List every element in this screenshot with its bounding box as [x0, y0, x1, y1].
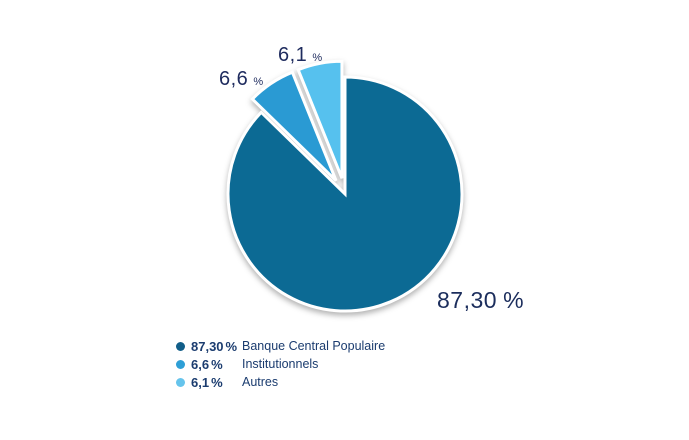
pie-callout-unit: % [312, 52, 323, 64]
legend-item-autres: 6,1% Autres [176, 375, 385, 390]
legend-value: 6,6% [191, 357, 242, 372]
legend-value-number: 6,6 [191, 356, 210, 372]
legend-value-number: 87,30 [191, 338, 224, 354]
legend-label: Banque Central Populaire [242, 339, 386, 353]
pie-slice-autres [296, 59, 344, 179]
legend-value-number: 6,1 [191, 374, 210, 390]
pie-slice-banque-central-populaire [226, 75, 464, 313]
legend-item-banque-central-populaire: 87,30% Banque Central Populaire [176, 339, 386, 354]
legend-label: Autres [242, 375, 279, 389]
pie-slice-institutionnels [250, 70, 338, 182]
legend-value: 87,30% [191, 339, 242, 354]
legend-item-institutionnels: 6,6% Institutionnels [176, 357, 385, 372]
pie-callout-value: 87,30 [437, 287, 498, 313]
chart-legend: 87,30% Banque Central Populaire 6,6% Ins… [176, 339, 386, 390]
legend-color-dot [176, 359, 185, 369]
legend-color-dot [176, 377, 185, 387]
legend-value-unit: % [211, 374, 223, 390]
legend-value-unit: % [211, 356, 223, 372]
pie-callout-banque-central-populaire: 87,30% [437, 289, 524, 312]
pie-callout-unit: % [503, 287, 525, 313]
legend-value-unit: % [225, 338, 238, 354]
legend-value: 6,1% [191, 375, 242, 390]
legend-color-dot [176, 341, 185, 351]
pie-callout-value: 6,1 [278, 44, 308, 66]
pie-callout-unit: % [253, 76, 264, 88]
pie-callout-value: 6,6 [219, 68, 249, 90]
pie-callout-autres: 6,1% [278, 45, 323, 65]
legend-label: Institutionnels [242, 357, 319, 371]
pie-callout-institutionnels: 6,6% [219, 69, 264, 89]
